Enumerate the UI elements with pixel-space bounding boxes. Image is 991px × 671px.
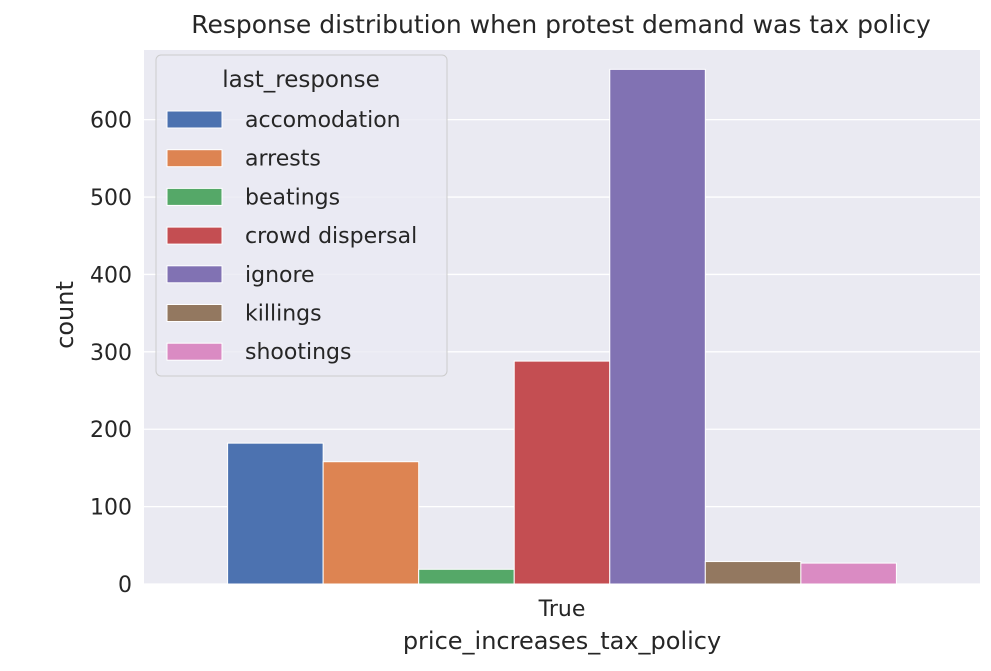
legend-label: accomodation xyxy=(245,108,401,133)
bar-beatings xyxy=(418,568,515,585)
y-tick-label: 400 xyxy=(90,263,132,288)
legend-swatch xyxy=(166,304,223,322)
chart-title: Response distribution when protest deman… xyxy=(191,10,931,39)
bar-killings xyxy=(704,561,802,585)
y-tick-label: 300 xyxy=(90,341,132,366)
y-axis-title: count xyxy=(51,281,79,349)
y-axis-ticks: 0 100 200 300 400 500 600 xyxy=(90,109,132,598)
legend-title: last_response xyxy=(222,67,379,93)
bars xyxy=(227,68,897,585)
y-tick-label: 200 xyxy=(90,418,132,443)
x-tick-label: True xyxy=(538,597,586,622)
legend-swatch xyxy=(166,342,223,361)
bar-arrests xyxy=(322,461,420,585)
legend-swatch xyxy=(166,226,223,245)
legend-label: crowd dispersal xyxy=(245,224,417,249)
legend-label: ignore xyxy=(245,263,315,288)
y-tick-label: 500 xyxy=(90,186,132,211)
y-tick-label: 600 xyxy=(90,109,132,134)
bar-ignore xyxy=(609,68,706,585)
bar-crowd-dispersal xyxy=(513,360,611,585)
bar-shootings xyxy=(800,562,897,585)
y-tick-label: 0 xyxy=(118,573,132,598)
x-axis-ticks: True xyxy=(538,597,586,622)
legend-label: killings xyxy=(245,302,322,327)
legend-label: arrests xyxy=(245,147,321,172)
y-tick-label: 100 xyxy=(90,496,132,521)
x-axis-title: price_increases_tax_policy xyxy=(403,627,721,655)
legend-frame xyxy=(155,54,448,377)
legend: last_response accomodation arrests beating… xyxy=(155,54,448,377)
bar-accomodation xyxy=(227,442,324,585)
legend-swatch xyxy=(166,149,223,168)
legend-swatch xyxy=(166,265,223,284)
legend-swatch xyxy=(166,110,223,129)
legend-swatch xyxy=(166,187,223,206)
legend-label: beatings xyxy=(245,185,340,210)
legend-label: shootings xyxy=(245,340,351,365)
